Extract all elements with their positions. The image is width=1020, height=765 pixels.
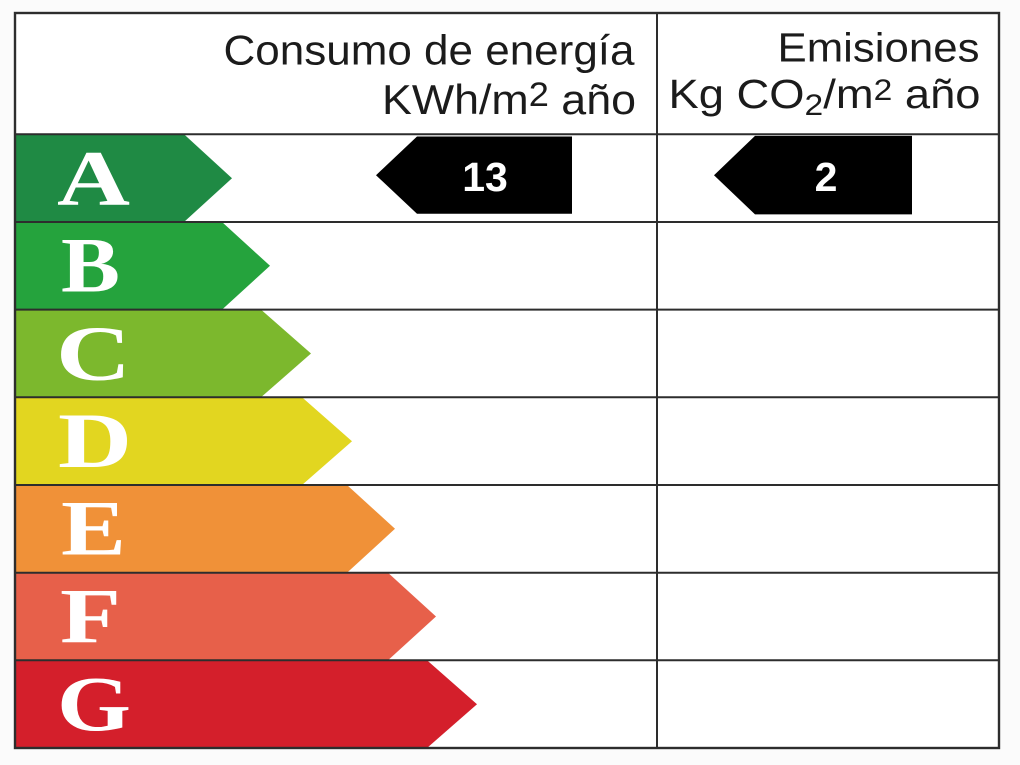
svg-text:Consumo de energía: Consumo de energía [224,27,636,74]
svg-text:KWh/m2 año: KWh/m 2 año [382,76,636,123]
svg-text:13: 13 [462,154,508,200]
svg-text:G: G [57,660,131,747]
svg-text:E: E [61,485,126,572]
svg-text:Kg CO2/m2 año: Kg CO 2/m 2 año [669,71,981,122]
svg-text:D: D [58,397,132,484]
svg-text:2: 2 [815,154,838,200]
svg-text:C: C [56,310,131,397]
svg-text:F: F [60,573,121,660]
svg-text:Emisiones: Emisiones [778,25,980,71]
svg-text:B: B [61,222,120,309]
svg-text:A: A [57,135,130,222]
